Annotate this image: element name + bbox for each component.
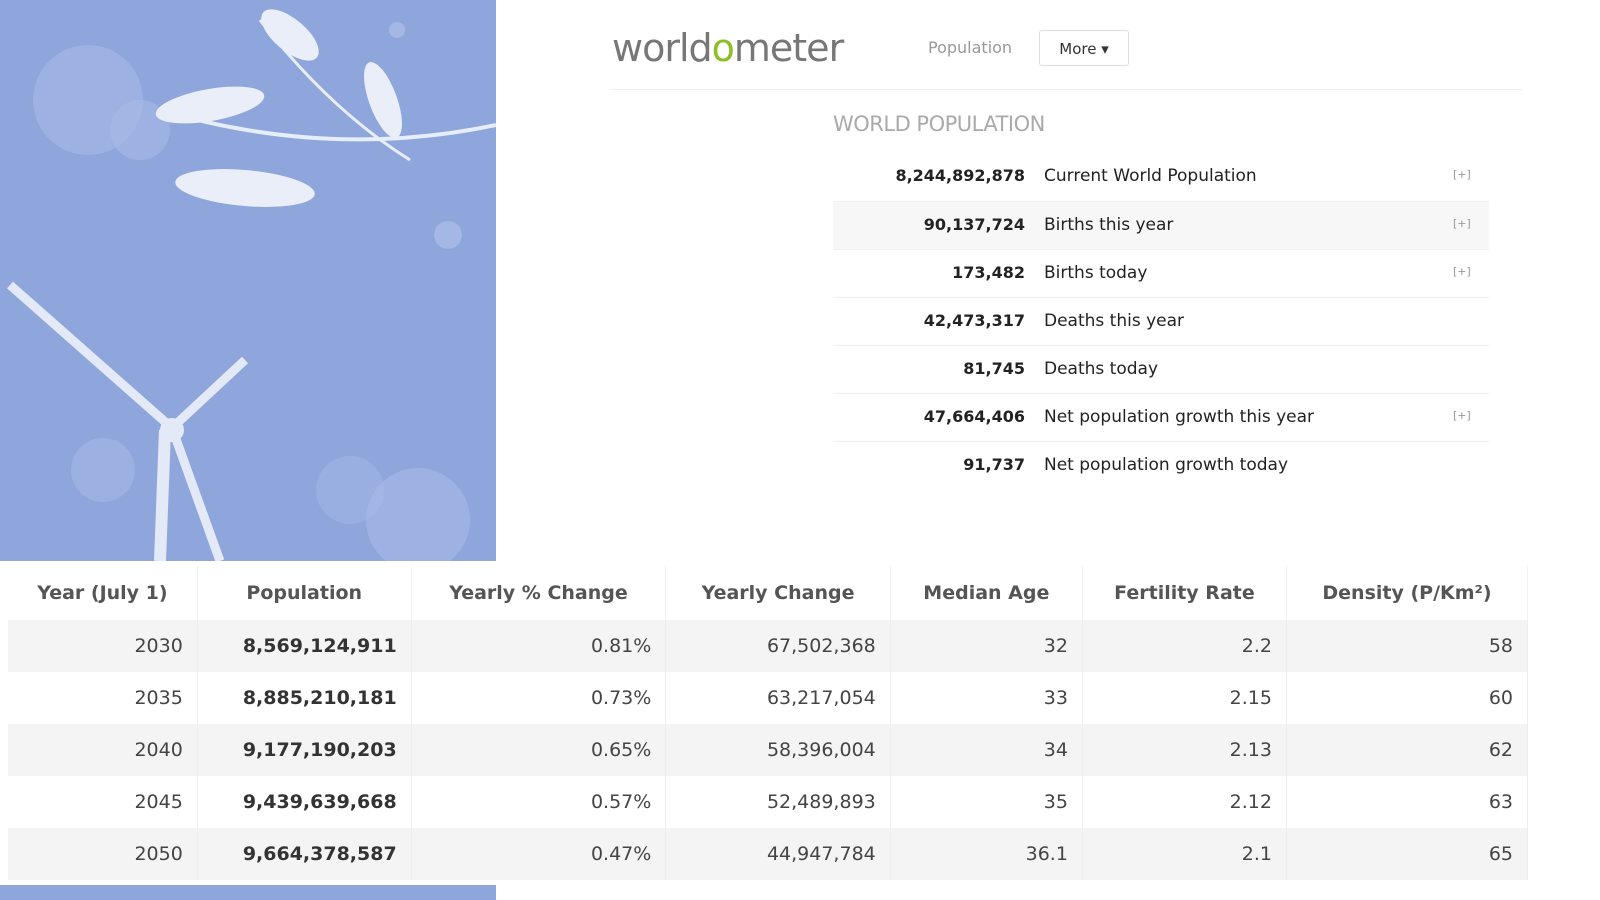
counter-value: 47,664,406 xyxy=(923,407,1025,426)
table-cell: 2030 xyxy=(8,620,198,672)
table-cell: 2.15 xyxy=(1082,672,1287,724)
table-cell: 58,396,004 xyxy=(665,724,891,776)
table-row: 2045 9,439,639,668 0.57% 52,489,893 35 2.12 63 xyxy=(8,776,1529,828)
expand-button[interactable]: [+] xyxy=(1453,217,1471,230)
table-cell: 8,885,210,181 xyxy=(197,672,412,724)
projection-table: Year (July 1) Population Yearly % Change Ye… xyxy=(8,566,1529,880)
expand-button[interactable]: [+] xyxy=(1453,265,1471,278)
counter-value: 42,473,317 xyxy=(923,311,1025,330)
table-cell: 0.65% xyxy=(411,724,667,776)
counter-label: Births today xyxy=(1044,263,1148,283)
table-cell: 34 xyxy=(890,724,1083,776)
counter-row: 42,473,317 Deaths this year xyxy=(833,297,1489,345)
logo[interactable]: worldometer xyxy=(612,26,844,70)
table-cell: 32 xyxy=(890,620,1083,672)
table-row: 2035 8,885,210,181 0.73% 63,217,054 33 2.15 60 xyxy=(8,672,1529,724)
table-cell: 0.57% xyxy=(411,776,667,828)
column-header: Median Age xyxy=(890,566,1083,620)
header-row: Year (July 1) Population Yearly % Change Ye… xyxy=(8,566,1529,620)
table-cell: 9,177,190,203 xyxy=(197,724,412,776)
counter-label: Net population growth today xyxy=(1044,455,1289,475)
expand-button[interactable]: [+] xyxy=(1453,409,1471,422)
nav-dropdown[interactable]: More ▾ xyxy=(1039,30,1129,66)
table-cell: 0.47% xyxy=(411,828,667,880)
table-cell: 0.81% xyxy=(411,620,667,672)
nav-label: More xyxy=(1059,40,1097,58)
expand-button[interactable]: [+] xyxy=(1453,168,1471,181)
counter-label: Births this year xyxy=(1044,215,1174,235)
table-cell: 0.73% xyxy=(411,672,667,724)
table-row: 2030 8,569,124,911 0.81% 67,502,368 32 2.2 58 xyxy=(8,620,1529,672)
column-header: Yearly % Change xyxy=(411,566,667,620)
column-header: Population xyxy=(197,566,412,620)
column-header: Year (July 1) xyxy=(8,566,198,620)
counter-label: Net population growth this year xyxy=(1044,407,1315,427)
table-body: 2030 8,569,124,911 0.81% 67,502,368 32 2.2 58 2… xyxy=(8,620,1529,880)
table-row: 2040 9,177,190,203 0.65% 58,396,004 34 2.13 62 xyxy=(8,724,1529,776)
table-cell: 67,502,368 xyxy=(665,620,891,672)
counter-value: 8,244,892,878 xyxy=(895,166,1025,185)
table-cell: 58 xyxy=(1286,620,1529,672)
table-cell: 2.12 xyxy=(1082,776,1287,828)
table-cell: 62 xyxy=(1286,724,1529,776)
counter-row: 8,244,892,878 Current World Population [+] xyxy=(833,153,1489,200)
table-cell: 44,947,784 xyxy=(665,828,891,880)
counter-label: Deaths today xyxy=(1044,359,1159,379)
counter-label: Current World Population xyxy=(1044,166,1257,186)
counter-value: 91,737 xyxy=(963,455,1025,474)
counter-value: 90,137,724 xyxy=(923,215,1025,234)
table-cell: 2.2 xyxy=(1082,620,1287,672)
logo-part: world xyxy=(612,26,713,70)
nav-link[interactable]: Population xyxy=(928,38,1013,57)
column-header: Yearly Change xyxy=(665,566,891,620)
table-cell: 33 xyxy=(890,672,1083,724)
counter-row: 47,664,406 Net population growth this yea… xyxy=(833,393,1489,441)
counter-value: 81,745 xyxy=(963,359,1025,378)
table-cell: 36.1 xyxy=(890,828,1083,880)
table-cell: 2.13 xyxy=(1082,724,1287,776)
table-row: 2050 9,664,378,587 0.47% 44,947,784 36.1 2.1 6… xyxy=(8,828,1529,880)
table-cell: 9,664,378,587 xyxy=(197,828,412,880)
table-cell: 63 xyxy=(1286,776,1529,828)
table-cell: 2.1 xyxy=(1082,828,1287,880)
table-cell: 2045 xyxy=(8,776,198,828)
table-cell: 2050 xyxy=(8,828,198,880)
counter-row: 81,745 Deaths today xyxy=(833,345,1489,393)
column-header: Density (P/Km²) xyxy=(1286,566,1529,620)
table-cell: 9,439,639,668 xyxy=(197,776,412,828)
column-header: Fertility Rate xyxy=(1082,566,1287,620)
logo-part: o xyxy=(711,26,735,70)
counter-row: 91,737 Net population growth today xyxy=(833,441,1489,489)
table-cell: 2035 xyxy=(8,672,198,724)
divider xyxy=(610,89,1522,90)
table-cell: 35 xyxy=(890,776,1083,828)
logo-part: meter xyxy=(733,26,844,70)
table-cell: 52,489,893 xyxy=(665,776,891,828)
table-cell: 65 xyxy=(1286,828,1529,880)
hero-image xyxy=(0,0,496,561)
counter-row: 90,137,724 Births this year [+] xyxy=(833,201,1489,249)
table-cell: 2040 xyxy=(8,724,198,776)
table-cell: 63,217,054 xyxy=(665,672,891,724)
table-cell: 8,569,124,911 xyxy=(197,620,412,672)
counter-value: 173,482 xyxy=(952,263,1025,282)
counter-row: 173,482 Births today [+] xyxy=(833,249,1489,297)
section-title: WORLD POPULATION xyxy=(833,112,1045,136)
counter-label: Deaths this year xyxy=(1044,311,1185,331)
table-cell: 60 xyxy=(1286,672,1529,724)
hero-image-strip xyxy=(0,885,496,900)
